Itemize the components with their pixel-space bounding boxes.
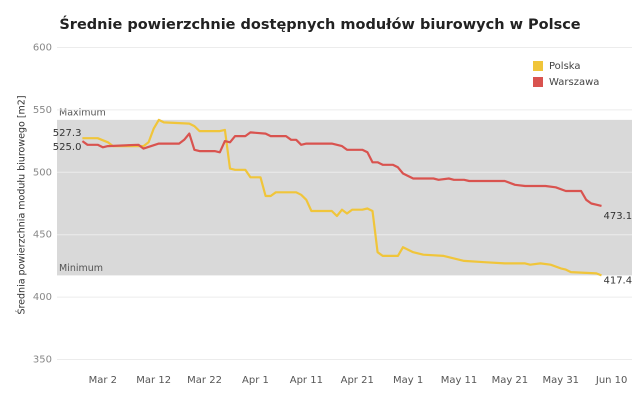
x-tick-label: Jun 10 — [595, 375, 628, 386]
legend-swatch — [533, 61, 543, 71]
data-label: 473.1 — [603, 211, 632, 222]
x-tick-label: Mar 12 — [136, 375, 171, 386]
x-tick-label: Mar 2 — [89, 375, 117, 386]
y-axis-label: Średnia powierzchnia modułu biurowego [m… — [16, 95, 28, 314]
x-tick-label: May 1 — [393, 375, 423, 386]
legend-label: Warszawa — [549, 77, 599, 88]
chart-title: Średnie powierzchnie dostępnych modułów … — [59, 15, 580, 33]
line — [81, 131, 602, 207]
x-tick-label: May 11 — [441, 375, 478, 386]
y-tick-label: 450 — [33, 230, 52, 241]
x-tick-label: Mar 22 — [187, 375, 222, 386]
data-label: 417.4 — [603, 275, 632, 286]
y-tick-label: 400 — [33, 292, 52, 303]
x-tick-label: Apr 11 — [290, 375, 323, 386]
legend-label: Polska — [549, 61, 581, 72]
band-label: Minimum — [59, 263, 103, 274]
reference-band — [57, 119, 632, 276]
y-tick-label: 500 — [33, 167, 52, 178]
y-tick-label: 350 — [33, 355, 52, 366]
y-tick-label: 600 — [33, 42, 52, 53]
x-tick-label: May 31 — [542, 375, 579, 386]
line — [82, 118, 602, 277]
x-tick-label: Apr 1 — [242, 375, 269, 386]
x-tick-label: Apr 21 — [341, 375, 374, 386]
legend-swatch — [533, 77, 543, 87]
y-tick-label: 550 — [33, 105, 52, 116]
x-tick-label: May 21 — [492, 375, 529, 386]
data-label: 527.3 — [53, 128, 82, 139]
band-label: Maximum — [59, 107, 106, 118]
data-label: 525.0 — [53, 142, 82, 153]
